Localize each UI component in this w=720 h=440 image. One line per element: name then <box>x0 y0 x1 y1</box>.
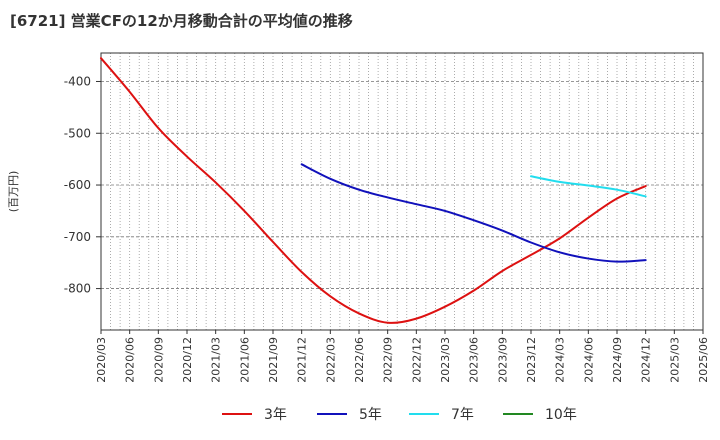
y-tick-label: -600 <box>64 178 91 192</box>
x-tick-label: 2025/03 <box>668 337 681 383</box>
x-tick-label: 2021/09 <box>267 337 280 383</box>
x-tick-label: 2024/12 <box>640 337 653 383</box>
x-tick-label: 2024/06 <box>582 337 595 383</box>
y-tick-label: -700 <box>64 230 91 244</box>
x-tick-label: 2021/12 <box>296 337 309 383</box>
x-tick-label: 2023/06 <box>468 337 481 383</box>
x-tick-label: 2023/09 <box>496 337 509 383</box>
x-tick-label: 2020/12 <box>181 337 194 383</box>
x-tick-label: 2020/03 <box>95 337 108 383</box>
legend: 3年 5年 7年 10年 <box>222 407 577 423</box>
y-tick-label: -800 <box>64 282 91 296</box>
plot-frame <box>100 52 704 331</box>
x-tick-label: 2022/06 <box>353 337 366 383</box>
x-tick-label: 2020/06 <box>124 337 137 383</box>
series-line-1 <box>100 57 647 324</box>
legend-label: 10年 <box>545 407 577 423</box>
x-tick-label: 2021/06 <box>238 337 251 383</box>
y-axis-label: (百万円) <box>7 171 20 213</box>
x-tick-label: 2022/09 <box>382 337 395 383</box>
x-axis-ticks: 2020/03 2020/06 2020/09 2020/12 2021/03 2021/… <box>95 330 710 383</box>
x-tick-label: 2021/03 <box>210 337 223 383</box>
series-line-2 <box>300 163 647 263</box>
grid <box>100 53 704 330</box>
y-axis-ticks: -400 -500 -600 -700 -800 <box>64 74 101 296</box>
x-tick-label: 2020/09 <box>152 337 165 383</box>
x-tick-label: 2024/09 <box>611 337 624 383</box>
x-tick-label: 2023/03 <box>439 337 452 383</box>
x-tick-label: 2022/12 <box>410 337 423 383</box>
y-tick-label: -400 <box>64 74 91 88</box>
x-tick-label: 2024/03 <box>554 337 567 383</box>
series-line-3 <box>530 175 647 198</box>
x-tick-label: 2025/06 <box>697 337 710 383</box>
y-tick-label: -500 <box>64 126 91 140</box>
legend-label: 3年 <box>264 407 287 423</box>
x-tick-label: 2023/12 <box>525 337 538 383</box>
legend-label: 5年 <box>359 407 382 423</box>
chart-title: [6721] 営業CFの12か月移動合計の平均値の推移 <box>10 12 353 30</box>
legend-label: 7年 <box>451 407 474 423</box>
series-lines <box>100 57 647 324</box>
x-tick-label: 2022/03 <box>324 337 337 383</box>
